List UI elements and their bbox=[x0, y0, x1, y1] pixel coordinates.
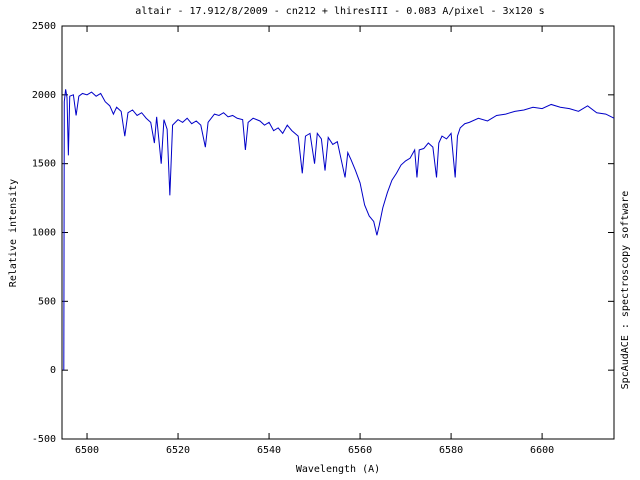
y-tick-label: 0 bbox=[50, 365, 56, 376]
x-tick-label: 6580 bbox=[439, 445, 463, 456]
y-tick-label: 2500 bbox=[32, 21, 56, 32]
x-tick-label: 6600 bbox=[530, 445, 554, 456]
y-tick-label: 500 bbox=[38, 296, 56, 307]
x-tick-label: 6560 bbox=[348, 445, 372, 456]
spectrum-line bbox=[63, 89, 615, 371]
x-axis-label: Wavelength (A) bbox=[296, 464, 380, 475]
y-axis-label: Relative intensity bbox=[8, 179, 19, 287]
y-tick-label: 2000 bbox=[32, 90, 56, 101]
plot-frame bbox=[61, 25, 615, 440]
y-tick-label: 1000 bbox=[32, 228, 56, 239]
x-tick-label: 6540 bbox=[257, 445, 281, 456]
chart-title: altair - 17.912/8/2009 - cn212 + lhiresI… bbox=[135, 6, 544, 17]
side-note: SpcAudACE : spectroscopy software bbox=[620, 191, 631, 390]
y-tick-label: 1500 bbox=[32, 159, 56, 170]
x-tick-label: 6520 bbox=[166, 445, 190, 456]
y-tick-label: -500 bbox=[32, 434, 56, 445]
x-tick-label: 6500 bbox=[75, 445, 99, 456]
